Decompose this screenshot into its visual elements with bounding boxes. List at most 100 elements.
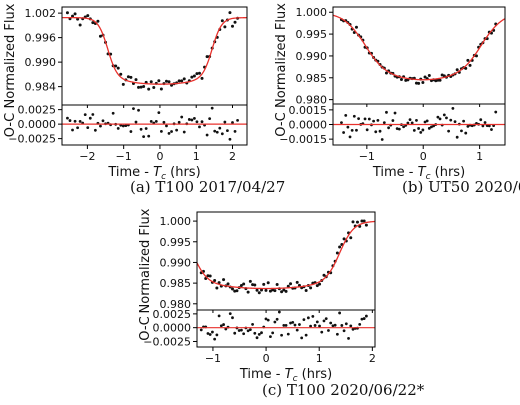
- flux-point: [129, 75, 133, 79]
- residual-point: [76, 126, 79, 130]
- residual-point: [406, 121, 410, 125]
- residual-point: [430, 125, 433, 129]
- xtick-label: 1: [193, 150, 200, 163]
- xlabel-T: T: [153, 165, 162, 180]
- model-curve: [197, 220, 375, 290]
- flux-plot-area: [62, 11, 247, 91]
- xtick-label: −1: [359, 150, 375, 163]
- residual-point: [342, 131, 345, 134]
- model-curve: [333, 14, 505, 81]
- flux-point: [257, 291, 261, 295]
- flux-point: [468, 63, 472, 67]
- residual-point: [195, 120, 199, 124]
- residual-point: [340, 121, 343, 125]
- residual-ytick-label: 0.0000: [153, 322, 192, 335]
- xtick-label: −2: [79, 150, 95, 163]
- flux-point: [399, 77, 403, 81]
- xlabel-sub: c: [161, 172, 166, 182]
- residual-plot-area: [197, 310, 375, 341]
- residual-frame: [61, 104, 248, 146]
- flux-ytick-label: 0.990: [25, 56, 57, 69]
- flux-point: [417, 81, 421, 85]
- panel-caption: (c) T100 2020/06/22*: [262, 381, 425, 399]
- residual-point: [348, 135, 352, 139]
- residual-point: [315, 320, 319, 324]
- flux-point: [114, 64, 118, 68]
- time-axis-label: Time - Tc (hrs): [372, 165, 465, 182]
- residual-point: [280, 333, 283, 337]
- residual-point: [217, 314, 221, 318]
- flux-point: [190, 75, 194, 79]
- residual-point: [240, 328, 243, 332]
- flux-ytick-label: 0.995: [296, 28, 328, 41]
- flux-point: [223, 25, 227, 29]
- flux-point: [206, 274, 210, 278]
- residual-point: [208, 333, 212, 336]
- xtick-label: 2: [369, 352, 376, 365]
- flux-point: [362, 219, 366, 223]
- residual-point: [124, 124, 128, 127]
- residual-point: [228, 312, 232, 316]
- flux-point: [134, 78, 138, 82]
- model-curve: [62, 16, 247, 85]
- flux-point: [73, 12, 77, 16]
- residual-point: [159, 129, 163, 133]
- flux-point: [427, 74, 431, 78]
- residual-point: [167, 131, 171, 135]
- residual-point: [264, 317, 268, 321]
- residual-point: [419, 131, 423, 134]
- flux-point: [421, 81, 425, 85]
- residual-point: [175, 128, 179, 132]
- flux-point: [264, 288, 268, 292]
- flux-point: [360, 219, 364, 223]
- residual-point: [157, 111, 161, 115]
- residual-point: [460, 129, 463, 133]
- residual-point: [86, 126, 90, 130]
- flux-ytick-label: 0.980: [160, 298, 192, 311]
- flux-point: [248, 279, 252, 283]
- panel-caption: (b) UT50 2020/05/28*: [402, 178, 520, 196]
- residual-point: [453, 120, 457, 124]
- residual-point: [99, 124, 102, 128]
- residual-point: [374, 130, 378, 134]
- residual-point: [481, 124, 485, 128]
- residual-point: [385, 110, 388, 114]
- residual-point: [417, 127, 421, 130]
- residual-point: [260, 331, 263, 335]
- flux-point: [384, 71, 388, 75]
- panel-caption: (a) T100 2017/04/27: [130, 178, 285, 196]
- flux-point: [260, 288, 264, 292]
- residual-point: [363, 117, 367, 121]
- residual-point: [233, 130, 237, 133]
- flux-point: [266, 281, 270, 285]
- residual-point: [71, 128, 74, 132]
- xlabel-part: (hrs): [166, 165, 201, 180]
- flux-point: [268, 289, 272, 293]
- residual-point: [438, 117, 442, 121]
- residual-point: [347, 336, 350, 340]
- residual-point: [282, 323, 286, 327]
- residual-point: [382, 121, 386, 124]
- flux-point: [86, 14, 90, 18]
- flux-point: [235, 289, 239, 293]
- residual-ytick-label: 0.0025: [153, 308, 192, 321]
- flux-point: [309, 286, 313, 290]
- flux-point: [233, 289, 237, 293]
- residual-point: [213, 129, 217, 133]
- flux-ytick-label: 0.990: [160, 256, 192, 269]
- residual-point: [427, 126, 431, 130]
- residual-point: [395, 127, 399, 131]
- flux-axis-label: Normalized Flux: [3, 3, 18, 108]
- flux-point: [351, 220, 355, 224]
- residual-point: [223, 120, 227, 124]
- residual-point: [139, 127, 143, 131]
- xtick-label: 0: [156, 150, 163, 163]
- residual-point: [380, 138, 384, 141]
- residual-point: [248, 328, 252, 332]
- residual-point: [129, 130, 133, 133]
- residual-point: [231, 316, 234, 320]
- residual-point: [215, 333, 219, 337]
- flux-point: [280, 290, 284, 294]
- flux-point: [164, 79, 168, 83]
